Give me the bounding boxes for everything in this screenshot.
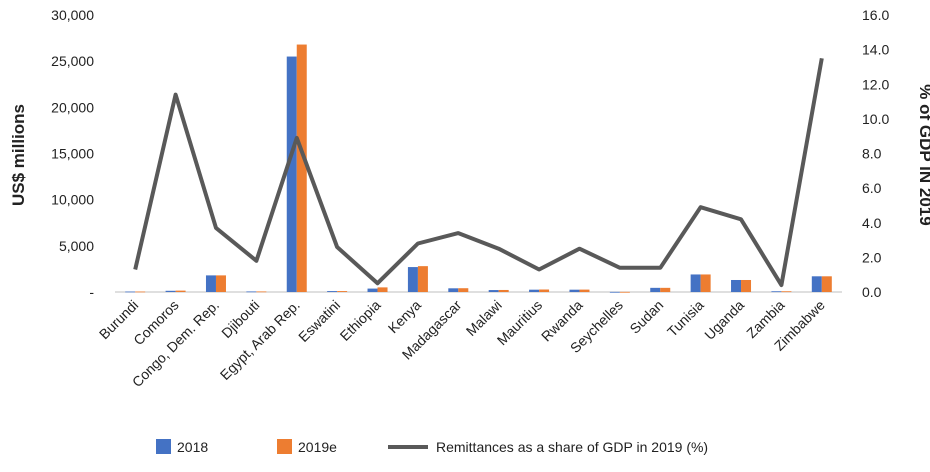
- bar-2018-burundi: [125, 291, 136, 293]
- category-label: Mauritius: [494, 297, 545, 348]
- bar-2019e-comoros: [175, 290, 186, 292]
- left-tick-label: 20,000: [51, 99, 94, 115]
- bar-2018-comoros: [165, 290, 176, 292]
- right-tick-label: 0.0: [862, 284, 882, 300]
- bar-2018-madagascar: [448, 288, 459, 292]
- bar-2019e-kenya: [417, 266, 428, 292]
- left-tick-label: 10,000: [51, 192, 94, 208]
- bar-2018-tunisia: [690, 274, 701, 292]
- right-axis-title: % of GDP IN 2019: [916, 84, 930, 225]
- bar-2018-seychelles: [609, 291, 620, 293]
- category-label: Kenya: [385, 297, 425, 337]
- right-tick-label: 14.0: [862, 42, 889, 58]
- right-tick-label: 2.0: [862, 249, 882, 265]
- left-axis-title: US$ millions: [9, 104, 28, 206]
- right-tick-label: 6.0: [862, 180, 882, 196]
- bar-2018-congo-dem-rep-: [205, 275, 216, 292]
- bar-2019e-seychelles: [619, 291, 630, 293]
- gdp-share-polyline: [133, 57, 824, 288]
- bar-2019e-zimbabwe: [821, 276, 832, 292]
- right-axis-ticks: 0.0 2.0 4.0 6.0 8.0 10.0 12.0 14.0 16.0: [862, 7, 889, 300]
- legend-swatch-2019e: [277, 439, 292, 454]
- right-tick-label: 12.0: [862, 76, 889, 92]
- bar-2018-zimbabwe: [811, 276, 822, 292]
- category-label: Ethiopia: [337, 297, 384, 344]
- bar-2019e-madagascar: [458, 288, 469, 292]
- gdp-share-line: [133, 57, 824, 288]
- left-tick-label: -: [89, 284, 94, 300]
- bar-2019e-zambia: [781, 291, 792, 293]
- bar-2018-djibouti: [246, 291, 257, 293]
- category-label: Uganda: [701, 297, 747, 343]
- bars: [125, 44, 832, 293]
- bar-2019e-tunisia: [700, 274, 711, 292]
- bar-2019e-djibouti: [256, 291, 267, 293]
- bar-2019e-mauritius: [539, 289, 550, 292]
- legend-label-2019e: 2019e: [298, 439, 337, 455]
- bar-2019e-rwanda: [579, 289, 590, 292]
- left-axis-ticks: - 5,000 10,000 15,000 20,000 25,000 30,000: [51, 7, 94, 300]
- legend-label-2018: 2018: [177, 439, 208, 455]
- category-label: Tunisia: [664, 297, 707, 340]
- bar-2018-malawi: [488, 290, 499, 292]
- right-tick-label: 10.0: [862, 111, 889, 127]
- left-tick-label: 25,000: [51, 53, 94, 69]
- bar-2018-ethiopia: [367, 288, 378, 292]
- right-tick-label: 16.0: [862, 7, 889, 23]
- bar-2018-rwanda: [569, 289, 580, 292]
- bar-2019e-ethiopia: [377, 287, 388, 292]
- legend-label-line: Remittances as a share of GDP in 2019 (%…: [436, 439, 708, 455]
- right-tick-label: 8.0: [862, 146, 882, 162]
- bar-2019e-eswatini: [337, 291, 348, 292]
- left-tick-label: 15,000: [51, 146, 94, 162]
- bar-2019e-egypt-arab-rep-: [296, 44, 307, 293]
- category-label: Sudan: [626, 297, 666, 337]
- bar-2019e-congo-dem-rep-: [215, 275, 226, 292]
- legend-swatch-2018: [156, 439, 171, 454]
- bar-2018-sudan: [650, 287, 661, 292]
- category-label: Eswatini: [295, 297, 343, 345]
- bar-2018-zambia: [771, 291, 782, 293]
- bar-2019e-uganda: [741, 279, 752, 292]
- bar-2019e-sudan: [660, 287, 671, 292]
- bar-2019e-malawi: [498, 289, 509, 292]
- bar-2018-egypt-arab-rep-: [286, 56, 297, 292]
- bar-2018-mauritius: [529, 289, 540, 292]
- bar-2018-kenya: [407, 267, 418, 292]
- legend: 2018 2019e Remittances as a share of GDP…: [156, 439, 708, 455]
- bar-2018-eswatini: [327, 291, 338, 292]
- bar-2019e-burundi: [135, 291, 146, 293]
- bar-2018-uganda: [731, 279, 742, 292]
- right-tick-label: 4.0: [862, 215, 882, 231]
- left-tick-label: 5,000: [59, 238, 94, 254]
- left-tick-label: 30,000: [51, 7, 94, 23]
